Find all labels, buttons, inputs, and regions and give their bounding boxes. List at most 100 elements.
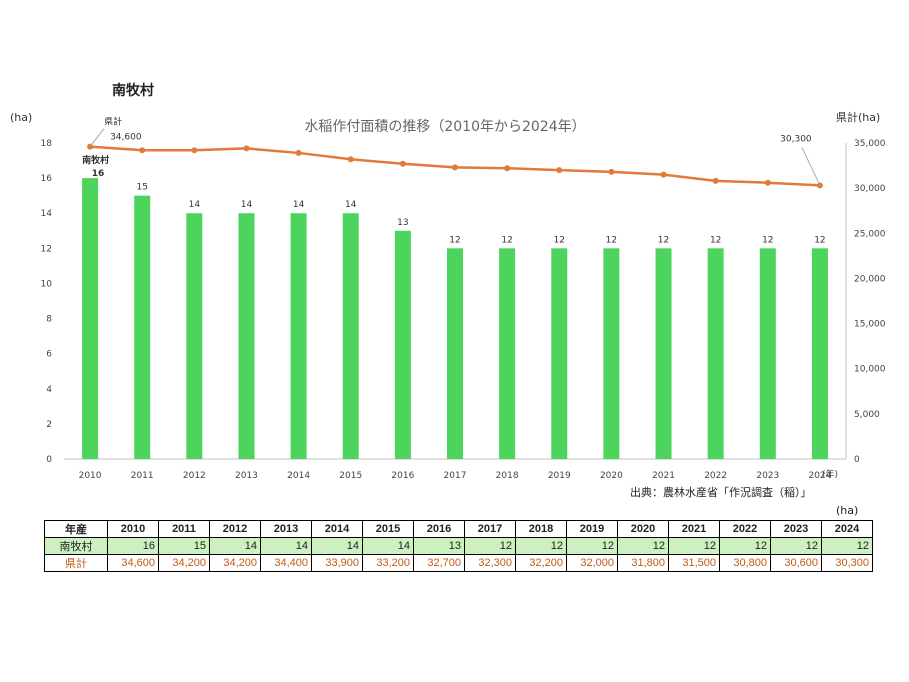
x-axis-tick: 2020 — [600, 471, 623, 481]
bar — [603, 248, 620, 459]
chart-title: 水稲作付面積の推移（2010年から2024年） — [304, 119, 585, 135]
bar — [499, 248, 516, 459]
bar — [290, 213, 307, 459]
right-axis-tick: 20,000 — [854, 274, 886, 284]
bar — [82, 178, 99, 459]
table-cell: 12 — [515, 537, 567, 555]
bar-data-label: 12 — [658, 235, 669, 245]
table-cell: 14 — [311, 537, 363, 555]
table-cell: 14 — [260, 537, 312, 555]
x-axis-tick: 2012 — [183, 471, 206, 481]
bar-data-label: 12 — [606, 235, 617, 245]
table-header-year: 2018 — [515, 520, 567, 538]
right-axis-tick: 25,000 — [854, 229, 886, 239]
table-header-year: 2023 — [770, 520, 822, 538]
bar-data-label: 14 — [293, 200, 305, 210]
table-row: 南牧村 16 15 14 14 14 14 13 12 12 12 12 12 12 12 12 — [44, 537, 873, 555]
table-cell: 32,300 — [464, 554, 516, 572]
table-cell: 14 — [209, 537, 261, 555]
bar — [655, 248, 672, 459]
table-header-year: 2011 — [158, 520, 210, 538]
x-axis-tick: 2010 — [79, 471, 102, 481]
table-cell: 30,300 — [821, 554, 873, 572]
line-point — [608, 168, 615, 175]
table-cell: 12 — [668, 537, 720, 555]
bar — [238, 213, 255, 459]
line-point — [191, 147, 198, 154]
table-header-year: 2010 — [107, 520, 159, 538]
bar-data-label: 12 — [449, 235, 460, 245]
chart: 水稲作付面積の推移（2010年から2024年） (ha) 県計(ha) 15 14… — [10, 110, 886, 481]
table-cell: 12 — [770, 537, 822, 555]
right-axis-tick: 15,000 — [854, 320, 886, 330]
x-axis-tick: 2019 — [548, 471, 571, 481]
table-cell: 12 — [464, 537, 516, 555]
x-axis-tick: 2018 — [496, 471, 519, 481]
x-axis-unit: (年) — [822, 468, 838, 480]
left-axis-tick: 6 — [46, 350, 52, 360]
left-axis-tick: 16 — [41, 174, 53, 184]
line-point — [399, 160, 406, 167]
x-axis-tick: 2013 — [235, 471, 258, 481]
table-cell: 13 — [413, 537, 465, 555]
right-axis-unit: 県計(ha) — [836, 110, 880, 124]
line-data-label: 30,300 — [780, 134, 812, 144]
table-cell: 31,500 — [668, 554, 720, 572]
bar — [134, 195, 151, 459]
table-row-label: 県計 — [44, 554, 108, 572]
bar-data-label: 13 — [397, 218, 408, 228]
series-label-nanmoku: 南牧村 — [82, 154, 109, 166]
table-header-label: 年産 — [44, 520, 108, 538]
data-table: 年産 2010 2011 2012 2013 2014 2015 2016 2017 2018 2… — [44, 520, 873, 572]
annotation-leader — [89, 128, 105, 147]
table-cell: 12 — [719, 537, 771, 555]
left-axis-tick: 18 — [41, 139, 53, 149]
table-cell: 32,000 — [566, 554, 618, 572]
x-axis-tick: 2016 — [391, 471, 414, 481]
bar-data-label: 15 — [136, 183, 147, 193]
table-header-year: 2019 — [566, 520, 618, 538]
table-header-year: 2014 — [311, 520, 363, 538]
table-header-row: 年産 2010 2011 2012 2013 2014 2015 2016 2017 2018 2… — [44, 520, 873, 538]
right-axis-tick: 10,000 — [854, 365, 886, 375]
bar-data-label: 16 — [92, 169, 105, 179]
line-point — [504, 165, 511, 172]
page-title: 南牧村 — [112, 83, 154, 99]
table-cell: 34,600 — [107, 554, 159, 572]
line-point — [452, 164, 458, 171]
source-note: 出典：農林水産省「作況調査（稲）」 — [630, 486, 812, 499]
x-axis-tick: 2024 — [808, 471, 831, 481]
table-cell: 12 — [566, 537, 618, 555]
table-cell: 12 — [821, 537, 873, 555]
table-cell: 34,400 — [260, 554, 312, 572]
table-cell: 30,600 — [770, 554, 822, 572]
table-header-year: 2017 — [464, 520, 516, 538]
annotation-leader — [801, 147, 821, 186]
table-cell: 16 — [107, 537, 159, 555]
line-point — [347, 156, 354, 163]
x-axis-tick: 2021 — [652, 471, 675, 481]
right-axis-tick: 30,000 — [854, 184, 886, 194]
line-point — [295, 149, 302, 156]
bar — [447, 248, 463, 459]
table-header-year: 2012 — [209, 520, 261, 538]
bar-data-label: 14 — [241, 200, 253, 210]
bar — [342, 213, 359, 459]
table-cell: 30,800 — [719, 554, 771, 572]
line-point — [243, 145, 250, 152]
left-axis-unit: (ha) — [10, 111, 32, 124]
right-axis-tick: 35,000 — [854, 139, 886, 149]
left-axis-tick: 2 — [46, 420, 52, 430]
line-point — [556, 167, 563, 174]
table-cell: 34,200 — [209, 554, 261, 572]
table-header-year: 2022 — [719, 520, 771, 538]
table-cell: 32,700 — [413, 554, 465, 572]
left-axis-tick: 14 — [41, 209, 53, 219]
table-cell: 33,200 — [362, 554, 414, 572]
left-axis-tick: 10 — [41, 279, 53, 289]
x-axis-tick: 2022 — [704, 471, 727, 481]
table-row-label: 南牧村 — [44, 537, 108, 555]
table-row: 県計 34,600 34,200 34,200 34,400 33,900 33,200 3… — [44, 554, 873, 572]
bar — [707, 248, 724, 459]
x-axis-tick: 2011 — [131, 471, 154, 481]
